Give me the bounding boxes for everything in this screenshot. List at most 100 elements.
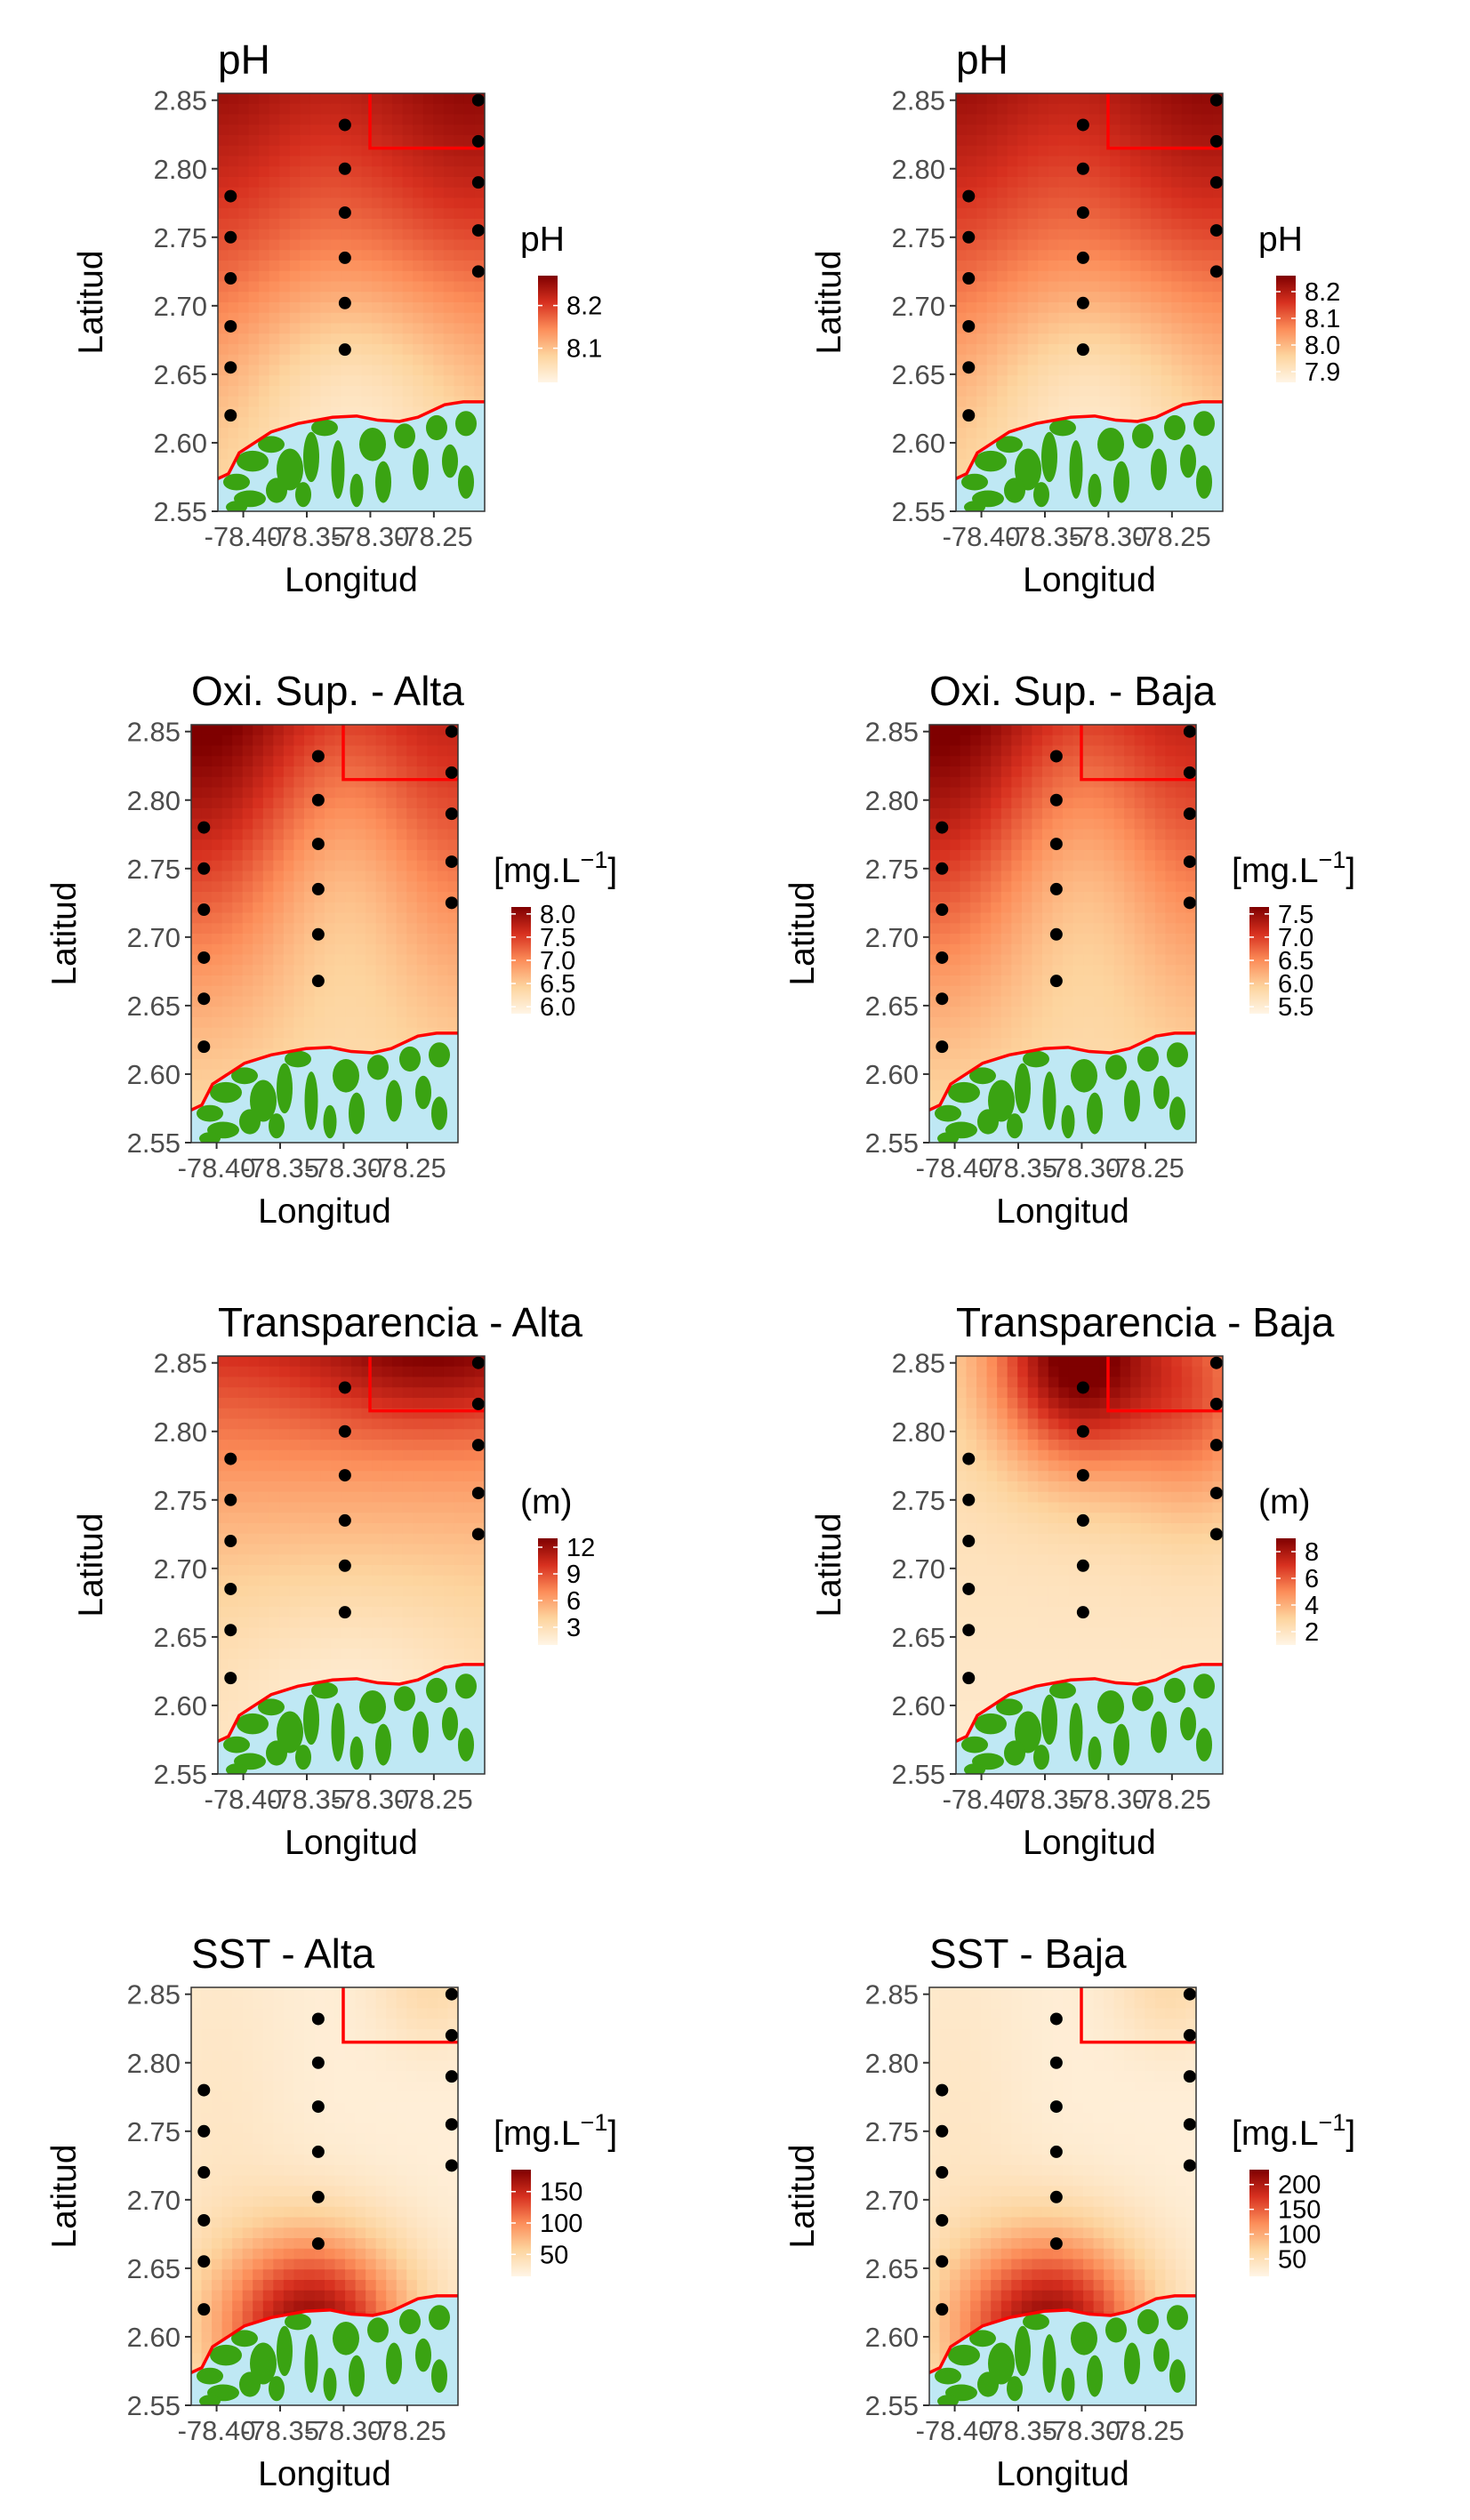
heatmap-cell: [300, 1554, 311, 1566]
heatmap-cell: [392, 229, 404, 241]
heatmap-cell: [262, 1038, 274, 1049]
heatmap-cell: [1151, 312, 1162, 325]
heatmap-cell: [416, 975, 428, 987]
heatmap-cell: [372, 166, 383, 178]
heatmap-cell: [1145, 734, 1156, 747]
heatmap-cell: [218, 281, 229, 293]
heatmap-cell: [259, 93, 270, 105]
heatmap-cell: [392, 261, 404, 272]
heatmap-cell: [991, 985, 1002, 998]
heatmap-cell: [259, 323, 270, 334]
heatmap-cell: [960, 975, 971, 987]
heatmap-cell: [269, 375, 280, 387]
heatmap-cell: [372, 312, 383, 325]
heatmap-cell: [986, 103, 998, 116]
heatmap-cell: [1192, 177, 1203, 189]
heatmap-cell: [221, 808, 233, 820]
heatmap-cell: [248, 1408, 260, 1420]
heatmap-cell: [1165, 850, 1177, 862]
heatmap-cell: [463, 103, 476, 116]
heatmap-cell: [325, 787, 336, 799]
heatmap-cell: [1079, 312, 1090, 325]
heatmap-cell: [1041, 839, 1054, 851]
heatmap-cell: [929, 839, 941, 851]
heatmap-cell: [1175, 943, 1187, 956]
heatmap-cell: [1058, 386, 1070, 397]
heatmap-cell: [1140, 219, 1152, 230]
heatmap-cell: [1083, 1038, 1095, 1049]
heatmap-cell: [1161, 281, 1172, 293]
heatmap-cell: [1041, 808, 1054, 820]
y-tick-label: 2.70: [127, 922, 181, 953]
heatmap-cell: [402, 323, 414, 334]
heatmap-cell: [1000, 912, 1012, 924]
heatmap-cell: [956, 114, 968, 125]
heatmap-cell: [474, 103, 485, 116]
heatmap-cell: [361, 261, 373, 272]
heatmap-cell: [382, 135, 393, 147]
heatmap-cell: [248, 1533, 260, 1545]
heatmap-cell: [273, 881, 285, 893]
heatmap-cell: [1145, 787, 1156, 799]
land-patch: [964, 501, 985, 511]
heatmap-cell: [259, 187, 270, 199]
heatmap-cell: [1140, 302, 1152, 314]
heatmap-cell: [422, 177, 434, 189]
heatmap-cell: [1171, 375, 1183, 387]
heatmap-cell: [422, 261, 434, 272]
heatmap-cell: [437, 996, 449, 1007]
heatmap-cell: [320, 386, 332, 397]
heatmap-cell: [1048, 145, 1059, 157]
heatmap-cell: [1000, 954, 1012, 966]
heatmap-cell: [228, 1471, 239, 1482]
heatmap-cell: [262, 881, 274, 893]
heatmap-cell: [212, 934, 223, 945]
heatmap-cell: [980, 1048, 992, 1060]
heatmap-cell: [330, 239, 342, 251]
heatmap-cell: [1110, 197, 1121, 209]
heatmap-cell: [454, 261, 465, 272]
heatmap-cell: [1151, 93, 1162, 105]
plot-frame: [955, 92, 1224, 512]
heatmap-cell: [314, 818, 325, 831]
heatmap-cell: [320, 1366, 332, 1378]
heatmap-cell: [1120, 250, 1131, 261]
heatmap-cell: [1165, 902, 1177, 914]
heatmap-cell: [1130, 312, 1142, 325]
sampling-station: [936, 903, 949, 917]
heatmap-cell: [262, 745, 274, 757]
heatmap-cell: [474, 208, 485, 220]
heatmap-cell: [289, 292, 301, 303]
heatmap-cell: [1145, 725, 1156, 736]
heatmap-cell: [365, 996, 377, 1007]
heatmap-cell: [355, 934, 366, 945]
heatmap-cell: [351, 103, 363, 116]
land-patch: [442, 444, 458, 478]
heatmap-cell: [1120, 344, 1131, 356]
heatmap-cell: [1072, 954, 1084, 966]
heatmap-cell: [314, 860, 325, 872]
heatmap-cell: [1192, 156, 1203, 167]
heatmap-cell: [1165, 1007, 1177, 1018]
heatmap-cell: [1063, 787, 1074, 799]
heatmap-cell: [966, 166, 977, 178]
heatmap-cell: [1185, 829, 1196, 840]
heatmap-cell: [365, 954, 377, 966]
heatmap-cell: [1007, 250, 1018, 261]
heatmap-cell: [218, 1356, 229, 1368]
heatmap-cell: [1099, 208, 1111, 220]
heatmap-cell: [1161, 396, 1172, 408]
heatmap-cell: [372, 333, 383, 345]
heatmap-cell: [1052, 985, 1064, 998]
heatmap-cell: [218, 1544, 229, 1555]
sampling-station: [445, 807, 458, 821]
heatmap-cell: [929, 725, 941, 736]
heatmap-cell: [402, 239, 414, 251]
heatmap-cell: [1201, 354, 1214, 366]
heatmap-cell: [976, 250, 988, 261]
heatmap-cell: [1063, 766, 1074, 778]
heatmap-cell: [1099, 396, 1111, 408]
heatmap-cell: [950, 934, 961, 945]
legend-colorbar: [1276, 276, 1296, 382]
heatmap-cell: [325, 954, 336, 966]
